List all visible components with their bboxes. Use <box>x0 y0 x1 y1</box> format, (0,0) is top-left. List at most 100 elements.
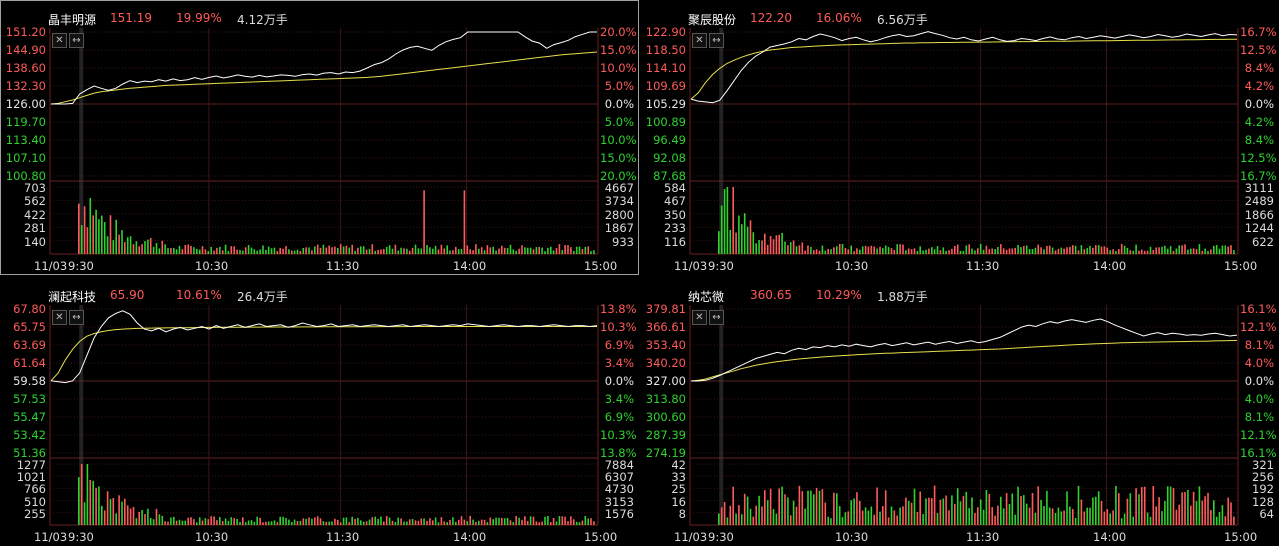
volume-bar <box>1100 246 1103 254</box>
volume-axis-label-right: 1576 <box>604 506 634 521</box>
volume-bar <box>590 518 592 525</box>
volume-bar <box>256 250 258 254</box>
volume-bar <box>735 513 737 525</box>
volume-bar <box>400 518 402 525</box>
volume-bar <box>1115 251 1117 254</box>
volume-bar <box>348 522 351 525</box>
volume-bar <box>483 250 486 254</box>
volume-bar <box>547 516 549 525</box>
volume-bar <box>377 249 379 254</box>
volume-bar <box>1149 516 1152 525</box>
volume-bar <box>328 521 330 525</box>
chart-panel-2[interactable]: 聚辰股份 122.20 16.06% 6.56万手 122.90 118.50 114.10… <box>640 0 1279 275</box>
volume-bar <box>201 520 204 525</box>
volume-bar <box>449 250 451 254</box>
volume-bar <box>827 516 829 525</box>
volume-bar <box>982 249 985 254</box>
volume-axis-label: 584 <box>664 181 686 195</box>
close-icon[interactable]: ✕ <box>52 33 67 48</box>
volume-bar <box>907 248 910 254</box>
time-axis-label: 11/03 <box>34 530 68 544</box>
volume-bar <box>864 245 867 254</box>
time-axis-label: 9:30 <box>68 259 94 273</box>
volume-bar <box>1158 497 1160 525</box>
volume-bar <box>1129 250 1132 254</box>
volume-bar <box>766 500 769 525</box>
volume-bar <box>455 521 457 525</box>
volume-bar <box>1023 246 1025 254</box>
volume-bar <box>1215 516 1218 525</box>
volume-bar <box>230 517 233 525</box>
price-axis-label: 118.50 <box>645 43 686 57</box>
volume-bar <box>1023 495 1025 525</box>
volume-bar <box>452 517 454 525</box>
avg-price-line <box>690 340 1238 382</box>
volume-bar <box>1198 486 1201 525</box>
volume-bar <box>873 514 875 525</box>
volume-bar <box>221 250 224 254</box>
stock-name[interactable]: 澜起科技 <box>48 290 97 304</box>
expand-horizontal-icon[interactable]: ↔ <box>69 310 84 325</box>
volume-bar <box>498 248 500 254</box>
volume-bar <box>526 520 529 525</box>
volume-bar <box>512 522 515 525</box>
volume-bar <box>743 493 746 525</box>
volume-bar <box>781 232 783 254</box>
volume-axis-label-right: 256 <box>1252 470 1274 485</box>
volume-bar <box>403 248 405 254</box>
volume-bar <box>558 244 561 254</box>
volume-bar <box>515 516 517 525</box>
volume-bar <box>1204 496 1206 525</box>
chart-panel-4[interactable]: 纳芯微 360.65 10.29% 1.88万手 379.81 366.61 353.40 3… <box>640 277 1279 546</box>
stock-name[interactable]: 晶丰明源 <box>48 13 97 27</box>
volume-bar <box>775 235 778 254</box>
volume-bar <box>853 251 855 254</box>
time-axis-label: 15:00 <box>584 530 618 544</box>
chart-panel-1[interactable]: 晶丰明源 151.19 19.99% 4.12万手 151.20 144.90 138.60… <box>0 0 639 275</box>
volume-bar <box>1155 247 1157 254</box>
expand-horizontal-icon[interactable]: ↔ <box>709 310 724 325</box>
volume-bar <box>902 506 904 525</box>
volume-bar <box>807 245 809 254</box>
pct-axis-label: 16.1% <box>1240 446 1277 460</box>
volume-bar <box>778 234 780 254</box>
price-axis-label: 87.68 <box>653 169 686 183</box>
volume-bar <box>1069 246 1071 254</box>
stock-name[interactable]: 聚辰股份 <box>688 13 737 27</box>
volume-bar <box>1014 514 1016 525</box>
volume-bar <box>219 517 221 525</box>
stock-name[interactable]: 纳芯微 <box>688 290 725 304</box>
close-icon[interactable]: ✕ <box>692 33 707 48</box>
volume-bar <box>126 505 129 525</box>
volume-bar <box>190 245 192 254</box>
close-icon[interactable]: ✕ <box>692 310 707 325</box>
volume-bar <box>538 246 540 254</box>
expand-horizontal-icon[interactable]: ↔ <box>69 33 84 48</box>
volume-bar <box>1141 487 1143 525</box>
volume-bar <box>769 236 772 254</box>
volume-bar <box>328 245 330 254</box>
volume-bar <box>322 244 325 254</box>
expand-horizontal-icon[interactable]: ↔ <box>709 33 724 48</box>
close-icon[interactable]: ✕ <box>52 310 67 325</box>
intraday-chart <box>49 28 599 255</box>
chart-panel-3[interactable]: 澜起科技 65.90 10.61% 26.4万手 67.80 65.75 63.69 61.6… <box>0 277 639 546</box>
volume-bar <box>351 244 353 254</box>
price-axis-label: 67.80 <box>13 302 46 316</box>
price-axis-label: 366.61 <box>645 320 686 334</box>
volume-bar <box>535 247 538 254</box>
panel-controls: ✕ ↔ <box>52 310 84 325</box>
volume-bar <box>890 248 893 254</box>
volume-bar <box>1123 245 1126 254</box>
volume-bar <box>403 521 405 525</box>
price-axis-label: 63.69 <box>13 338 46 352</box>
pct-axis-label: 13.8% <box>600 302 637 316</box>
volume-bar <box>1077 485 1080 525</box>
volume-bar <box>847 249 850 254</box>
panel-header: 晶丰明源 151.19 19.99% 4.12万手 <box>0 8 639 28</box>
stock-price: 122.20 <box>750 11 792 25</box>
volume-bar <box>884 490 887 525</box>
volume-bar <box>818 250 821 254</box>
volume-bar <box>354 250 356 254</box>
time-axis-label: 15:00 <box>584 259 618 273</box>
